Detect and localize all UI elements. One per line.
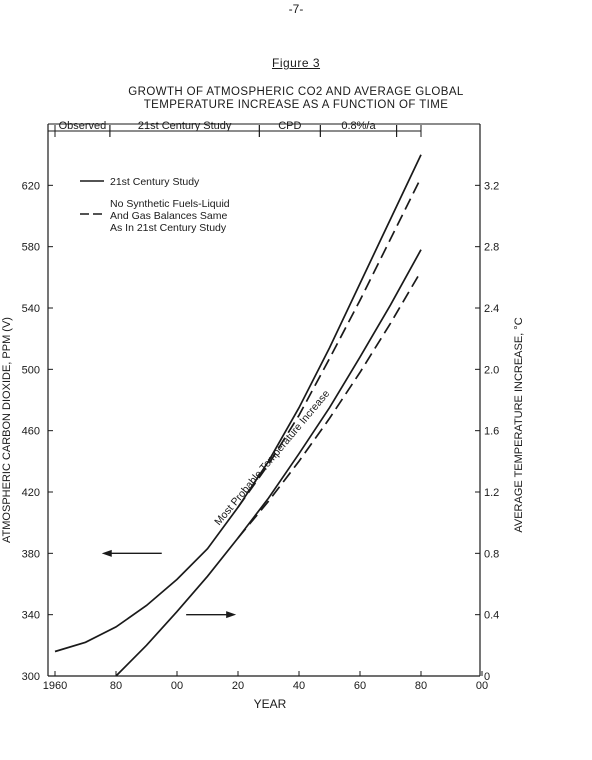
y-tick-label: 340 [22, 610, 40, 622]
y2-tick-label: 1.6 [484, 426, 499, 438]
y2-tick-label: 0 [484, 671, 490, 683]
period-label: CPD [278, 120, 301, 132]
legend-label: No Synthetic Fuels-Liquid [110, 198, 230, 210]
y2-tick-label: 2.8 [484, 242, 499, 254]
period-label: Observed [59, 120, 107, 132]
y-axis-label: ATMOSPHERIC CARBON DIOXIDE, PPM (V) [1, 317, 13, 543]
x-tick-label: 20 [232, 680, 244, 692]
y2-tick-label: 0.4 [484, 610, 499, 622]
figure-label: Figure 3 [271, 56, 321, 70]
series-line-left-dashed [237, 177, 422, 508]
x-tick-label: 1960 [43, 680, 67, 692]
y-tick-label: 300 [22, 671, 40, 683]
chart-title: GROWTH OF ATMOSPHERIC CO2 AND AVERAGE GL… [0, 86, 592, 112]
y-tick-label: 420 [22, 487, 40, 499]
y-tick-label: 540 [22, 303, 40, 315]
series-line-right-dashed [237, 270, 422, 539]
legend-label: As In 21st Century Study [110, 222, 227, 234]
arrow-right-head [226, 611, 237, 619]
y2-axis-label: AVERAGE TEMPERATURE INCREASE, °C [513, 317, 525, 532]
y2-tick-label: 2.0 [484, 364, 499, 376]
x-tick-label: 40 [293, 680, 305, 692]
period-label: 21st Century Study [138, 120, 232, 132]
series-line-right-solid [115, 249, 422, 677]
y2-tick-label: 2.4 [484, 303, 499, 315]
x-tick-label: 60 [354, 680, 366, 692]
y-tick-label: 380 [22, 548, 40, 560]
y-tick-label: 460 [22, 426, 40, 438]
chart-title-line-1: GROWTH OF ATMOSPHERIC CO2 AND AVERAGE GL… [128, 86, 464, 98]
period-label: 0.8%/a [341, 120, 376, 132]
x-tick-label: 00 [476, 680, 488, 692]
y2-tick-label: 1.2 [484, 487, 499, 499]
y2-tick-label: 0.8 [484, 548, 499, 560]
chart-title-line-2: TEMPERATURE INCREASE AS A FUNCTION OF TI… [143, 99, 449, 111]
x-axis-label: YEAR [254, 697, 287, 711]
x-tick-label: 00 [171, 680, 183, 692]
y-tick-label: 500 [22, 364, 40, 376]
y-tick-label: 620 [22, 180, 40, 192]
y2-tick-label: 3.2 [484, 180, 499, 192]
legend-label: 21st Century Study [110, 176, 200, 188]
x-tick-label: 80 [415, 680, 427, 692]
y-tick-label: 580 [22, 242, 40, 254]
page-number: -7- [288, 2, 304, 16]
x-tick-label: 80 [110, 680, 122, 692]
band-label: Most Probable Temperature Increase [212, 388, 332, 528]
legend-label: And Gas Balances Same [110, 210, 227, 222]
arrow-left-head [101, 549, 112, 557]
